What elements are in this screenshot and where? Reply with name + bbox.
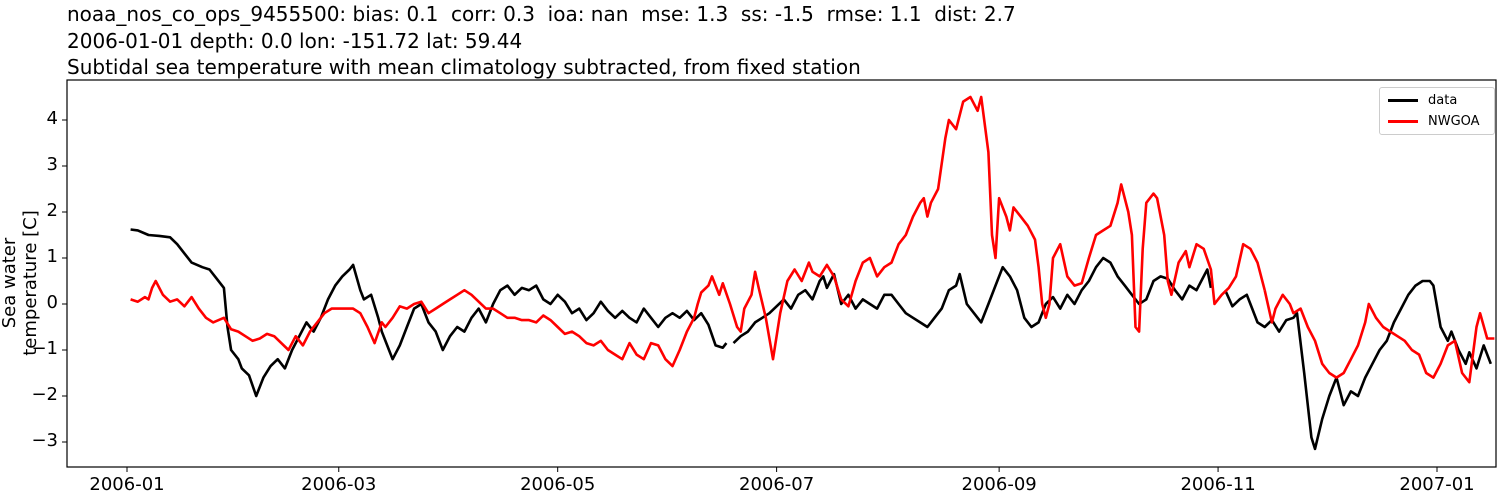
x-tick-label: 2006-05 bbox=[520, 474, 596, 495]
x-tick-label: 2006-07 bbox=[739, 474, 815, 495]
y-tick-label: −2 bbox=[31, 384, 58, 405]
x-tick-label: 2006-03 bbox=[301, 474, 377, 495]
legend-line-data bbox=[1388, 99, 1418, 102]
x-tick-label: 2006-09 bbox=[961, 474, 1037, 495]
legend-item-data: data bbox=[1388, 93, 1457, 108]
y-tick-label: 3 bbox=[46, 154, 58, 175]
y-tick-label: −1 bbox=[31, 338, 58, 359]
legend-label-data: data bbox=[1428, 93, 1458, 108]
y-tick-label: 0 bbox=[46, 292, 58, 313]
chart-title-line-3: Subtidal sea temperature with mean clima… bbox=[67, 55, 861, 79]
legend: data NWGOA bbox=[1379, 87, 1495, 135]
chart-title-line-1: noaa_nos_co_ops_9455500: bias: 0.1 corr:… bbox=[67, 2, 1016, 26]
x-ticks bbox=[126, 467, 1438, 472]
series-layer bbox=[130, 95, 1495, 451]
y-ticks bbox=[62, 119, 67, 443]
x-tick-label: 2006-01 bbox=[89, 474, 165, 495]
series-line-nwgoa bbox=[1263, 289, 1495, 384]
chart-title-line-2: 2006-01-01 depth: 0.0 lon: -151.72 lat: … bbox=[67, 29, 523, 53]
series-line-nwgoa bbox=[130, 95, 1266, 368]
y-tick-label: 1 bbox=[46, 246, 58, 267]
series-line-data bbox=[130, 228, 728, 398]
axes-frame bbox=[66, 79, 1497, 468]
legend-line-nwgoa bbox=[1388, 120, 1418, 123]
y-tick-label: −3 bbox=[31, 430, 58, 451]
series-line-data bbox=[1224, 279, 1493, 451]
x-tick-label: 2006-11 bbox=[1180, 474, 1256, 495]
legend-label-nwgoa: NWGOA bbox=[1428, 114, 1480, 129]
x-tick-label: 2007-01 bbox=[1399, 474, 1475, 495]
legend-item-nwgoa: NWGOA bbox=[1388, 114, 1480, 129]
y-tick-label: 4 bbox=[46, 108, 58, 129]
y-tick-label: 2 bbox=[46, 200, 58, 221]
